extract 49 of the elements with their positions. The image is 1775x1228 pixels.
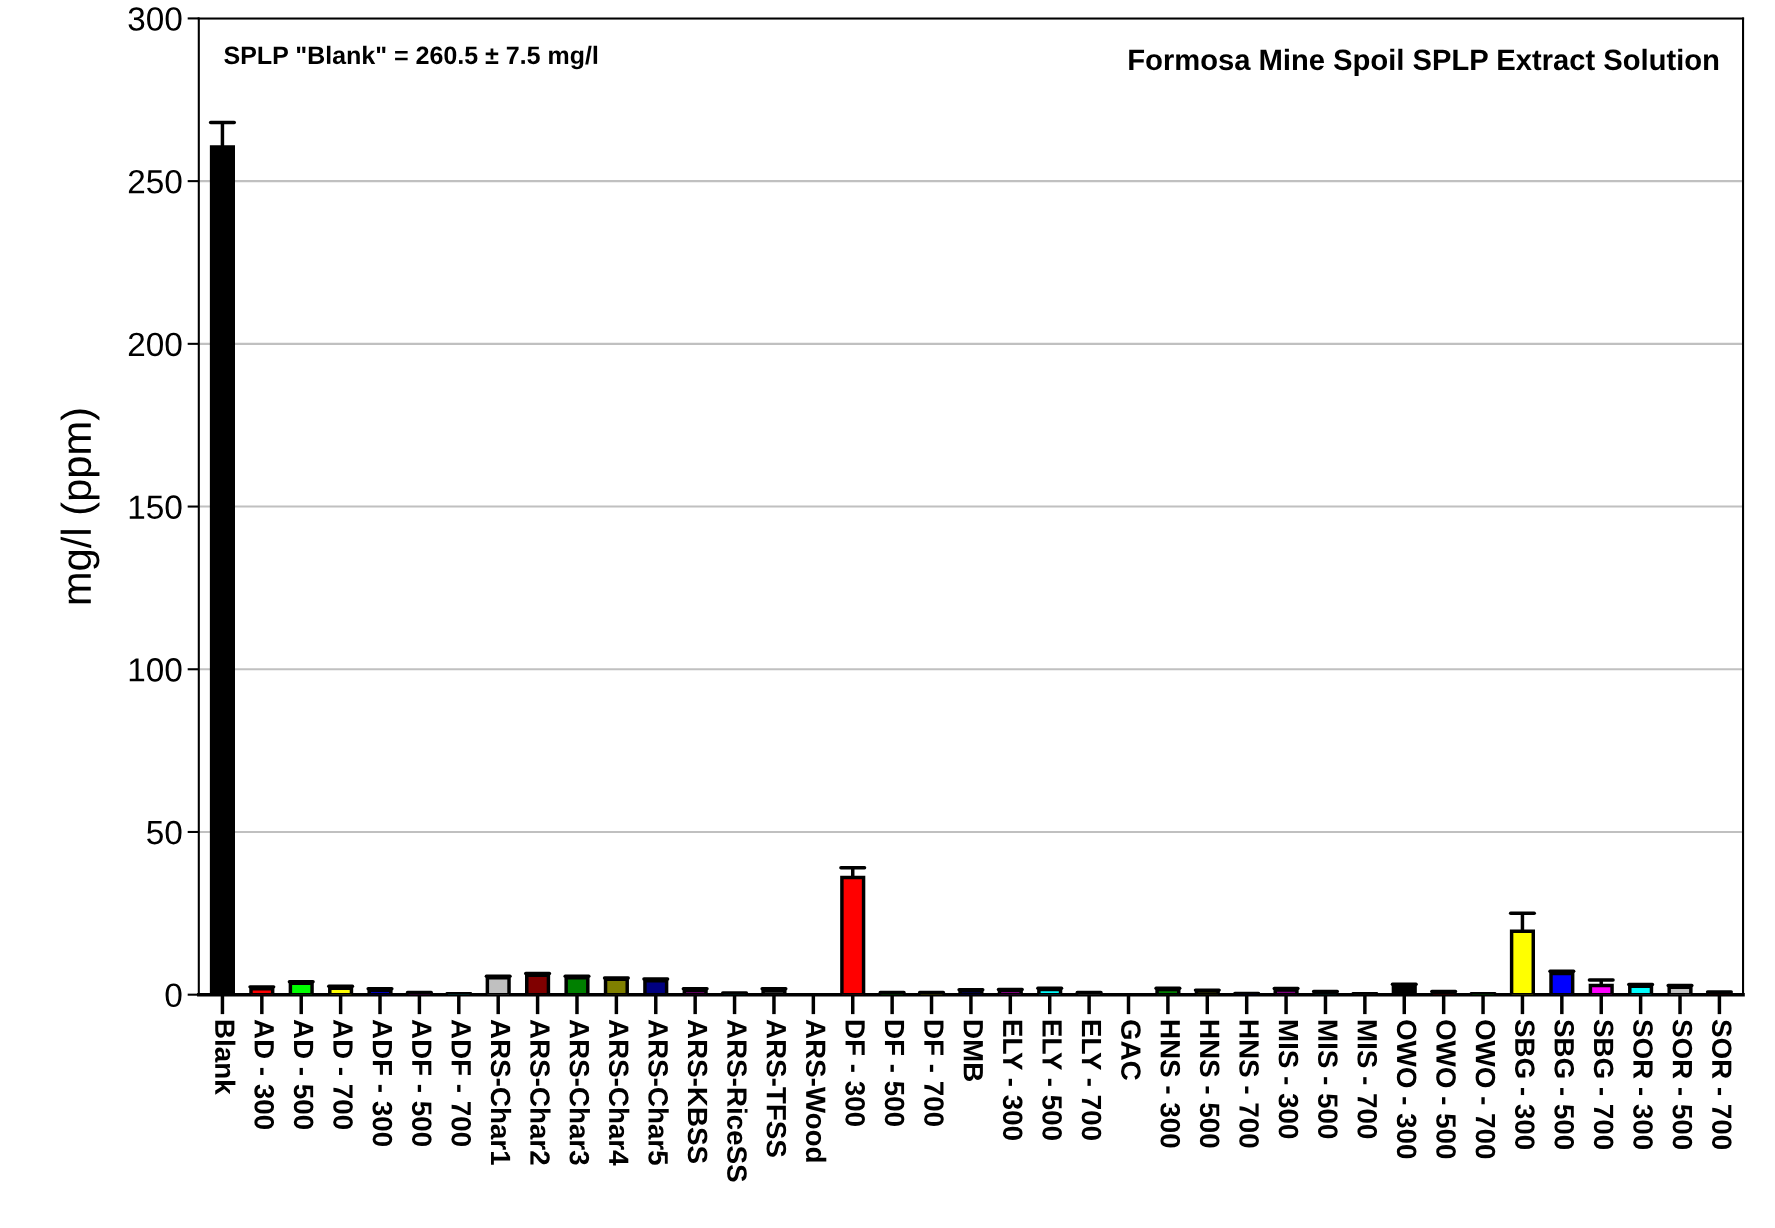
x-tick-label: OWO - 500	[1436, 1020, 1456, 1159]
text: Formosa Mine Spoil SPLP Extract Solution	[1129, 48, 1719, 76]
x-tick-label: DF - 700	[924, 1020, 944, 1126]
x-tick-label: ARS-Char5	[648, 1019, 669, 1165]
y-tick-label: 50	[147, 820, 182, 845]
x-tick-label: ELY - 700	[1081, 1020, 1102, 1140]
y-tick-label: 100	[129, 658, 182, 682]
x-tick-label: ADF - 300	[372, 1019, 393, 1146]
y-tick-label: 200	[128, 332, 182, 357]
x-tick-label: DF - 300	[845, 1020, 865, 1126]
x-tick-label: SOR - 700	[1711, 1019, 1732, 1150]
x-tick-label: ELY - 300	[1002, 1020, 1023, 1140]
x-tick-label: ARS-Char3	[569, 1019, 590, 1165]
x-tick-label: HNS - 500	[1199, 1020, 1220, 1148]
x-tick-label: Blank	[214, 1020, 236, 1095]
x-tick-label: ARS-Char2	[530, 1019, 551, 1165]
x-tick-label: OWO - 300	[1396, 1020, 1417, 1159]
x-tick-label: ADF - 500	[411, 1019, 432, 1146]
y-tick-label: 300	[128, 7, 182, 31]
x-tick-label: ADF - 700	[451, 1019, 472, 1146]
x-tick-label: DMB	[963, 1020, 983, 1081]
y-axis-title: mg/l (ppm)	[60, 409, 100, 604]
x-tick-label: ARS-Char1	[490, 1019, 512, 1165]
x-tick-label: SOR - 300	[1633, 1019, 1653, 1150]
x-tick-label: AD - 300	[254, 1019, 275, 1129]
x-tick-label: ELY - 500	[1042, 1020, 1062, 1140]
x-tick-label: ARS-Char4	[608, 1019, 630, 1166]
x-tick-label: SBG - 300	[1514, 1019, 1535, 1150]
x-tick-label: GAC	[1121, 1020, 1141, 1080]
x-tick-label: SBG - 500	[1554, 1019, 1575, 1150]
y-tick-label: 150	[129, 495, 182, 519]
y-tick-label: 250	[128, 169, 182, 194]
x-tick-label: ARS-Wood	[805, 1019, 827, 1162]
x-tick-label: MIS - 300	[1278, 1020, 1299, 1139]
x-tick-label: ARS-RiceSS	[727, 1019, 748, 1182]
x-tick-label: DF - 500	[884, 1020, 905, 1126]
x-tick-label: OWO - 700	[1475, 1020, 1496, 1159]
x-tick-label: SOR - 500	[1672, 1019, 1693, 1150]
x-tick-label: SBG - 700	[1593, 1019, 1614, 1150]
x-tick-label: AD - 500	[293, 1019, 314, 1129]
x-tick-label: MIS - 500	[1318, 1020, 1338, 1139]
annotation: SPLP "Blank" = 260.5 ± 7.5 mg/l	[224, 45, 598, 70]
x-tick-label: HNS - 300	[1160, 1020, 1181, 1148]
y-tick-label: 0	[165, 983, 182, 1008]
x-tick-label: HNS - 700	[1239, 1020, 1259, 1148]
x-tick-label: ARS-TFSS	[766, 1019, 787, 1157]
x-tick-label: ARS-KBSS	[687, 1019, 708, 1163]
x-tick-label: MIS - 700	[1357, 1020, 1378, 1139]
x-tick-label: AD - 700	[333, 1019, 353, 1129]
